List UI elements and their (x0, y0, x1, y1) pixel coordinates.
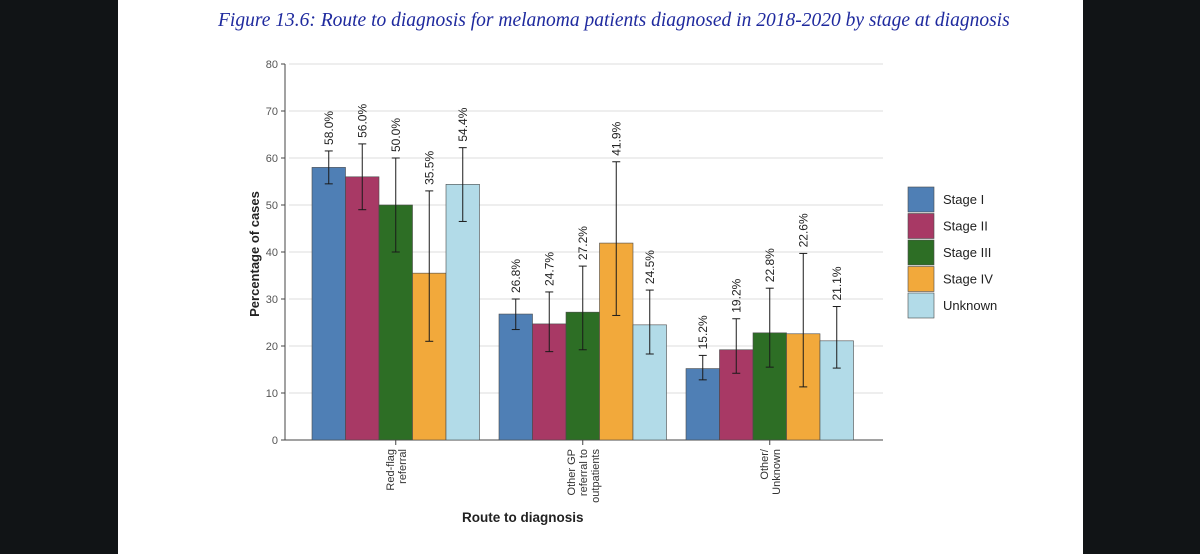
bar-chart: 0 10 20 30 40 50 60 70 80 Percentage of cases 58.0… (247, 59, 997, 525)
data-label: 22.6% (796, 213, 810, 247)
y-tick-label: 70 (266, 106, 278, 118)
x-tick-label: referral to (578, 449, 590, 496)
legend-swatch (907, 213, 935, 239)
legend-swatch (907, 266, 935, 292)
y-tick-label: 50 (266, 200, 278, 212)
data-label: 21.1% (830, 266, 844, 300)
legend-label: Stage II (943, 219, 988, 234)
data-label: 24.7% (542, 252, 556, 286)
data-label: 58.0% (322, 111, 336, 145)
y-axis-title: Percentage of cases (247, 191, 262, 317)
bar (445, 184, 480, 441)
bar (685, 368, 720, 441)
x-tick-label: Unknown (771, 449, 783, 495)
bar (311, 167, 346, 441)
x-tick-label: Other GP (566, 449, 578, 495)
legend-swatch (907, 239, 935, 266)
bar (345, 176, 380, 441)
legend-label: Stage IV (943, 272, 993, 287)
data-label: 22.8% (763, 248, 777, 282)
x-tick-label: referral (397, 449, 409, 484)
data-label: 24.5% (643, 250, 657, 284)
legend-swatch (907, 186, 935, 213)
data-label: 27.2% (576, 226, 590, 260)
x-axis-title: Route to diagnosis (462, 510, 584, 525)
y-tick-label: 80 (266, 59, 278, 71)
x-tick-label: Red-flag (385, 449, 397, 491)
y-tick-label: 40 (266, 247, 278, 259)
data-label: 54.4% (456, 107, 470, 141)
legend-label: Stage III (943, 245, 991, 260)
y-tick-label: 30 (266, 294, 278, 306)
y-tick-label: 10 (266, 388, 278, 400)
x-tick-label: Other/ (759, 448, 771, 480)
document-page: Figure 13.6: Route to diagnosis for mela… (118, 0, 1083, 554)
data-label: 35.5% (422, 151, 436, 185)
y-tick-label: 60 (266, 153, 278, 165)
data-label: 19.2% (729, 278, 743, 312)
legend-label: Stage I (943, 192, 984, 207)
legend-label: Unknown (943, 298, 997, 313)
data-label: 50.0% (389, 118, 403, 152)
data-label: 26.8% (509, 259, 523, 293)
data-label: 15.2% (696, 315, 710, 349)
bar (498, 313, 533, 441)
x-tick-label: outpatients (590, 449, 602, 503)
legend-swatch (907, 292, 935, 319)
figure-title: Figure 13.6: Route to diagnosis for mela… (218, 10, 1010, 31)
y-tick-label: 0 (272, 435, 278, 447)
y-tick-label: 20 (266, 341, 278, 353)
data-label: 56.0% (355, 104, 369, 138)
data-label: 41.9% (609, 121, 623, 155)
